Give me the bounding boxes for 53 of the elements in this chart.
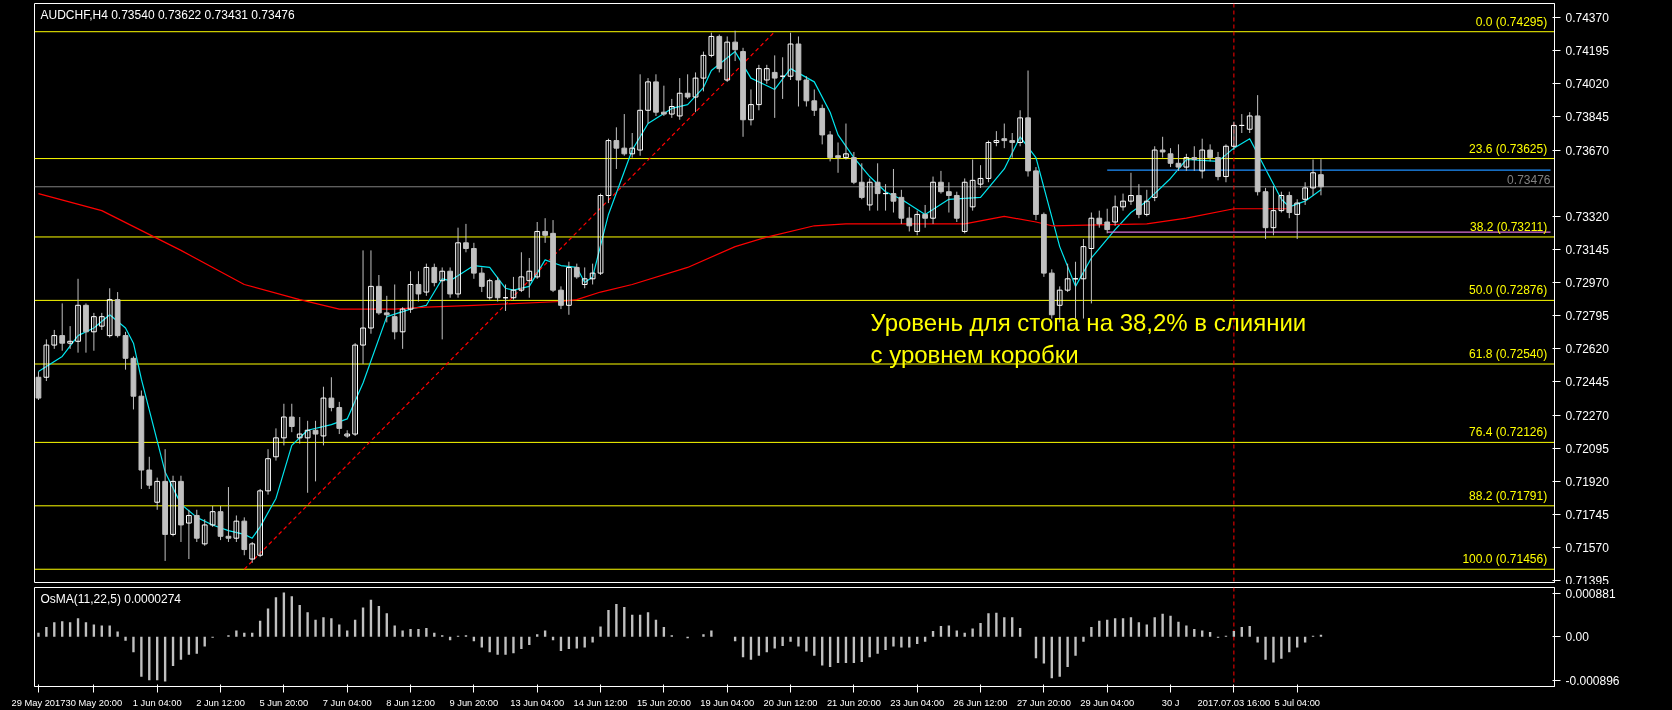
x-tick-label: 9 Jun 20:00 [449,697,499,708]
y-tick-label: 0.71570 [1565,541,1610,556]
x-tick-label: 15 Jun 20:00 [636,697,691,708]
y-tick-label: 0.00 [1565,630,1590,645]
x-tick-label: 19 Jun 04:00 [700,697,755,708]
y-tick-label: 0.72445 [1565,375,1610,390]
x-tick-label: 5 Jul 04:00 [1274,697,1321,708]
y-tick-label: 0.71920 [1565,474,1610,489]
x-tick-label: 1 Jun 04:00 [132,697,182,708]
ref-line-label: 38.2 (0.73211) [1470,219,1548,234]
y-tick-label: 0.72795 [1565,309,1610,324]
y-tick-label: 0.72620 [1565,342,1610,357]
y-tick-label: 0.73145 [1565,242,1610,257]
x-tick-label: 29 Jun 04:00 [1080,697,1135,708]
y-tick-label: 0.74370 [1565,11,1610,26]
y-tick-label: 0.71745 [1565,508,1610,523]
ref-line-label: 61.8 (0.72540) [1469,347,1548,361]
x-tick-label: 7 Jun 04:00 [322,697,372,708]
x-tick-label: 29 May 2017 [11,697,66,708]
x-tick-label: 20 Jun 12:00 [763,697,818,708]
x-tick-label: 26 Jun 12:00 [953,697,1008,708]
chart-title: AUDCHF,H4 0.73540 0.73622 0.73431 0.73476 [40,7,296,22]
chart-title: OsMA(11,22,5) 0.0000274 [40,591,182,606]
y-tick-label: 0.000881 [1565,587,1616,602]
y-tick-label: 0.74195 [1565,44,1610,59]
y-tick-label: 0.74020 [1565,77,1610,92]
x-tick-label: 5 Jun 20:00 [259,697,309,708]
x-tick-label: 2 Jun 12:00 [196,697,245,708]
y-tick-label: 0.73845 [1565,110,1610,125]
x-tick-label: 27 Jun 20:00 [1016,697,1071,708]
y-tick-label: 0.72270 [1565,408,1610,423]
ref-line-label: 50.0 (0.72876) [1469,283,1548,298]
x-tick-label: 13 Jun 04:00 [510,697,565,708]
x-tick-label: 2017.07.03 16:00 [1197,697,1271,708]
x-tick-label: 14 Jun 12:00 [573,697,628,708]
ref-line-label: 23.6 (0.73625) [1469,141,1548,156]
y-tick-label: 0.71395 [1565,573,1610,588]
y-tick-label: 0.73320 [1565,209,1610,224]
y-tick-label: 0.72970 [1565,276,1610,291]
annotation: Уровень для стопа на 38,2% в слиянии с уровнем коробки [870,308,1307,369]
y-tick-label: 0.72095 [1565,441,1610,456]
x-tick-label: 30 J [1161,697,1180,708]
x-tick-label: 23 Jun 04:00 [890,697,945,708]
x-tick-label: 8 Jun 12:00 [386,697,435,708]
y-tick-label: -0.000896 [1565,673,1620,688]
y-tick-label: 0.73670 [1565,143,1610,158]
ref-line-label: 76.4 (0.72126) [1469,425,1548,440]
ref-line-label: 100.0 (0.71456) [1462,552,1548,567]
x-tick-label: 30 May 20:00 [65,697,123,708]
ref-line-label: 0.73476 [1507,172,1551,187]
x-tick-label: 21 Jun 20:00 [826,697,881,708]
ref-line-label: 88.2 (0.71791) [1469,488,1548,503]
ref-line-label: 0.0 (0.74295) [1475,14,1548,29]
